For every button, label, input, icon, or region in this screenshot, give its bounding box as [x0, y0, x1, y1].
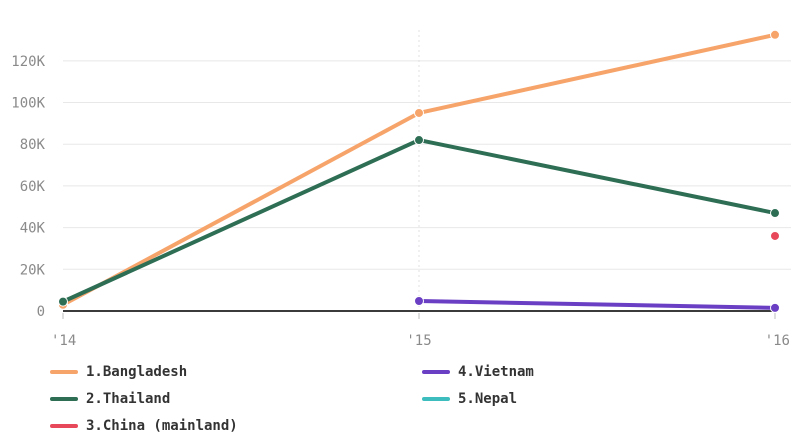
- y-tick-label: 120K: [11, 54, 45, 70]
- y-tick-label: 20K: [20, 262, 46, 278]
- x-tick-label: '16: [765, 333, 790, 349]
- data-point-china-mainland[interactable]: [770, 230, 780, 241]
- data-point-thailand[interactable]: [770, 208, 780, 219]
- legend-label-china-mainland: 3.China (mainland): [86, 418, 238, 434]
- y-tick-label: 100K: [11, 96, 45, 112]
- legend-label-nepal: 5.Nepal: [458, 391, 518, 407]
- y-tick-label: 40K: [20, 221, 46, 237]
- data-point-bangladesh[interactable]: [770, 29, 780, 40]
- y-tick-label: 60K: [20, 179, 46, 195]
- legend-swatch-thailand: [50, 397, 78, 401]
- legend-item-china-mainland[interactable]: 3.China (mainland): [50, 416, 238, 436]
- data-point-thailand[interactable]: [58, 296, 68, 307]
- legend-item-vietnam[interactable]: 4.Vietnam: [422, 362, 534, 382]
- legend-swatch-china-mainland: [50, 424, 78, 428]
- legend-label-bangladesh: 1.Bangladesh: [86, 364, 188, 380]
- legend-item-bangladesh[interactable]: 1.Bangladesh: [50, 362, 187, 382]
- y-tick-label: 0: [37, 304, 45, 320]
- legend-label-thailand: 2.Thailand: [86, 391, 171, 407]
- legend-item-thailand[interactable]: 2.Thailand: [50, 389, 170, 409]
- x-tick-label: '14: [51, 333, 76, 349]
- legend-item-nepal[interactable]: 5.Nepal: [422, 389, 517, 409]
- y-tick-label: 80K: [20, 137, 46, 153]
- data-point-thailand[interactable]: [414, 135, 424, 146]
- legend: 1.Bangladesh 2.Thailand 3.China (mainlan…: [50, 362, 650, 434]
- legend-swatch-nepal: [422, 397, 450, 401]
- series-line-vietnam: [417, 298, 777, 310]
- data-point-bangladesh[interactable]: [414, 107, 424, 118]
- x-tick-label: '15: [406, 333, 431, 349]
- legend-swatch-bangladesh: [50, 370, 78, 374]
- series-lines: [58, 29, 780, 313]
- legend-swatch-vietnam: [422, 370, 450, 374]
- legend-label-vietnam: 4.Vietnam: [458, 364, 534, 380]
- data-point-vietnam[interactable]: [414, 295, 424, 306]
- x-axis-ticks: '14 '15 '16: [51, 313, 790, 349]
- data-point-vietnam[interactable]: [770, 302, 780, 313]
- y-axis-ticks: 0 20K 40K 60K 80K 100K 120K: [11, 54, 45, 320]
- gridlines: [63, 30, 791, 312]
